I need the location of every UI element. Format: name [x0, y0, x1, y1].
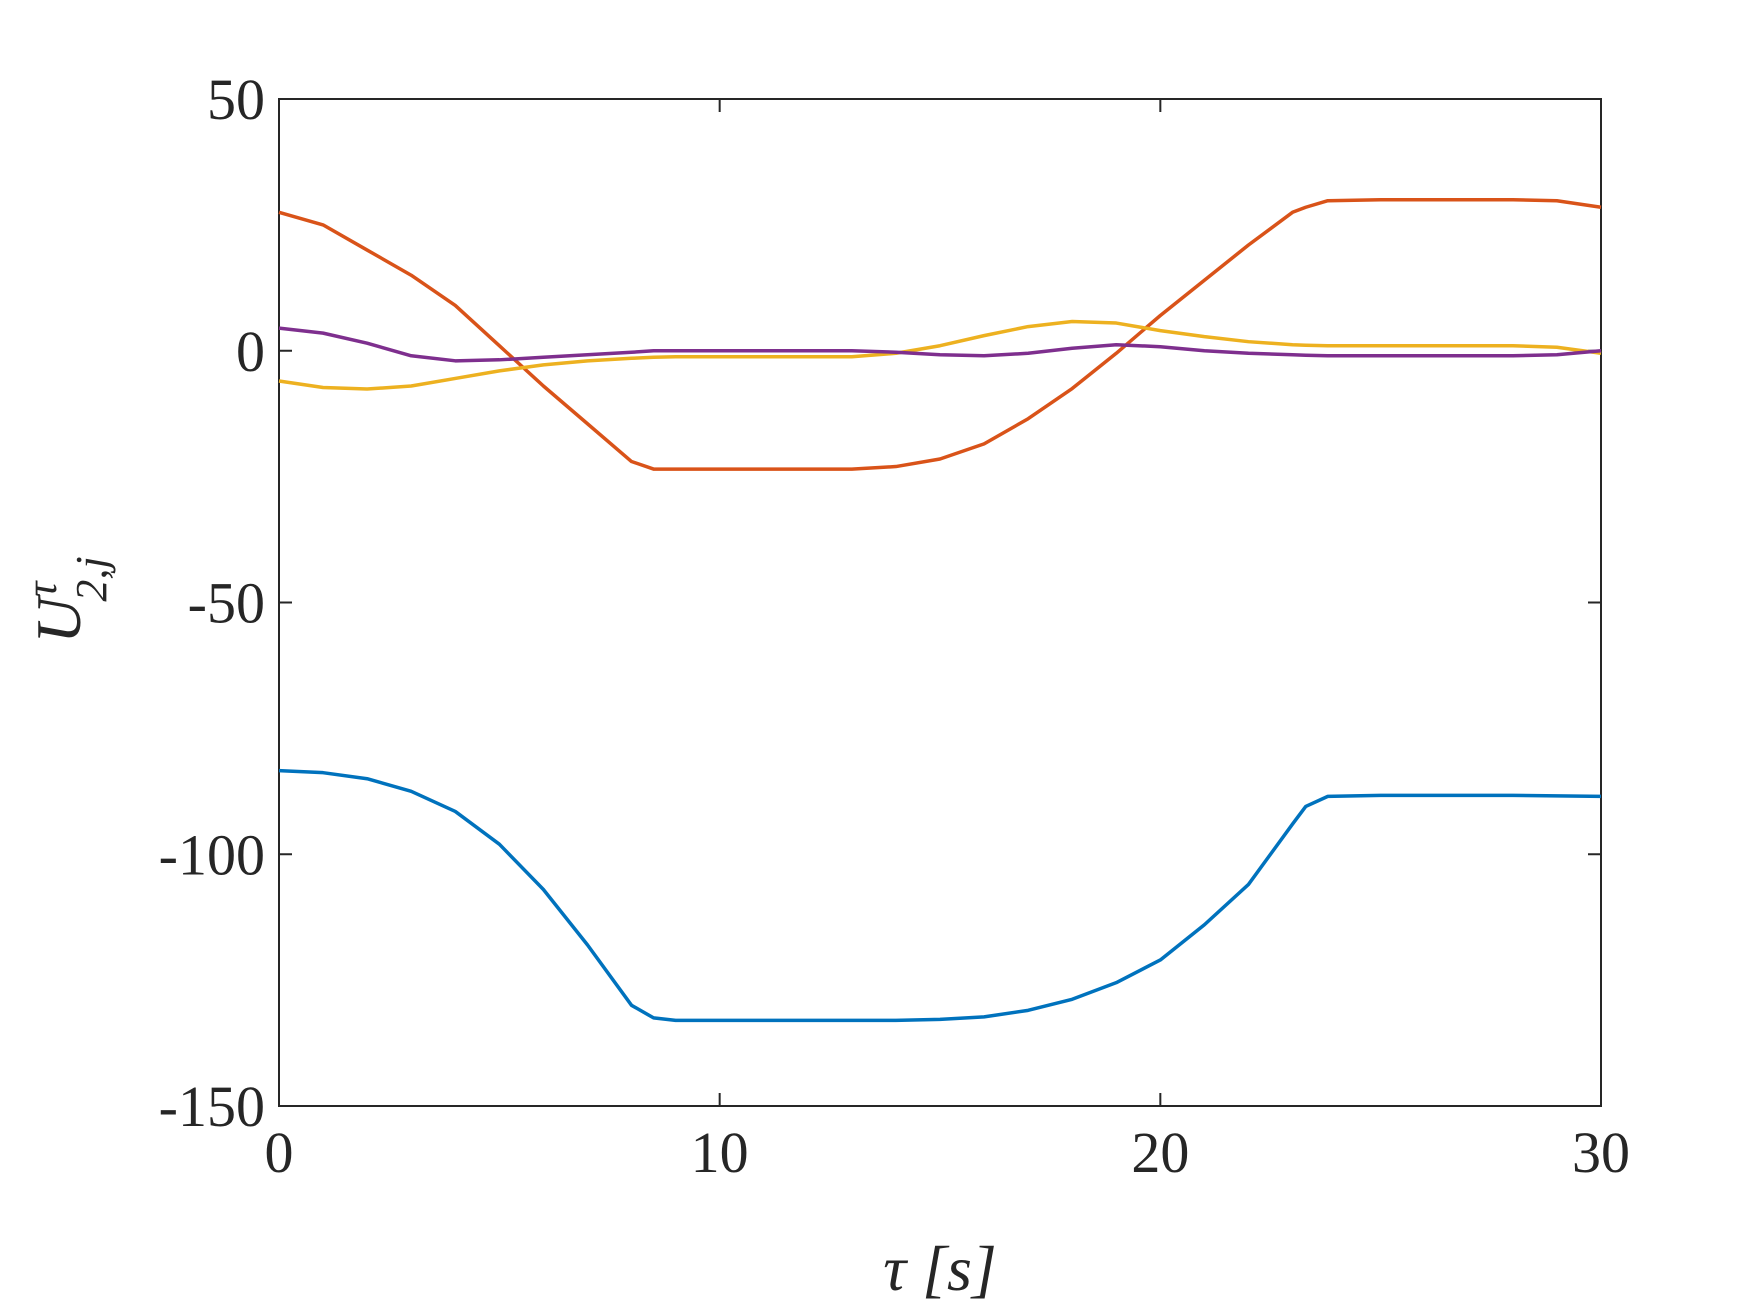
plot-area [278, 98, 1602, 1107]
x-axis-label: τ [s] [883, 1233, 997, 1304]
x-tick-label: 20 [1131, 1120, 1189, 1185]
y-label-base: U [23, 594, 94, 644]
y-axis-label: Uτ2,j [17, 556, 116, 643]
series-line [278, 319, 1602, 391]
y-tick-label: -50 [188, 571, 265, 636]
y-tick-label: -150 [159, 1074, 265, 1139]
y-label-sup: τ [17, 579, 66, 597]
y-tick-label: 0 [236, 319, 265, 384]
series-line [278, 768, 1602, 1023]
y-tick-label: -100 [159, 822, 265, 887]
series-line [278, 326, 1602, 363]
x-tick-label: 0 [265, 1120, 294, 1185]
x-tick-label: 10 [691, 1120, 749, 1185]
x-tick-label: 30 [1572, 1120, 1630, 1185]
y-label-sub: 2,j [67, 556, 116, 601]
y-tick-label: 50 [207, 67, 265, 132]
